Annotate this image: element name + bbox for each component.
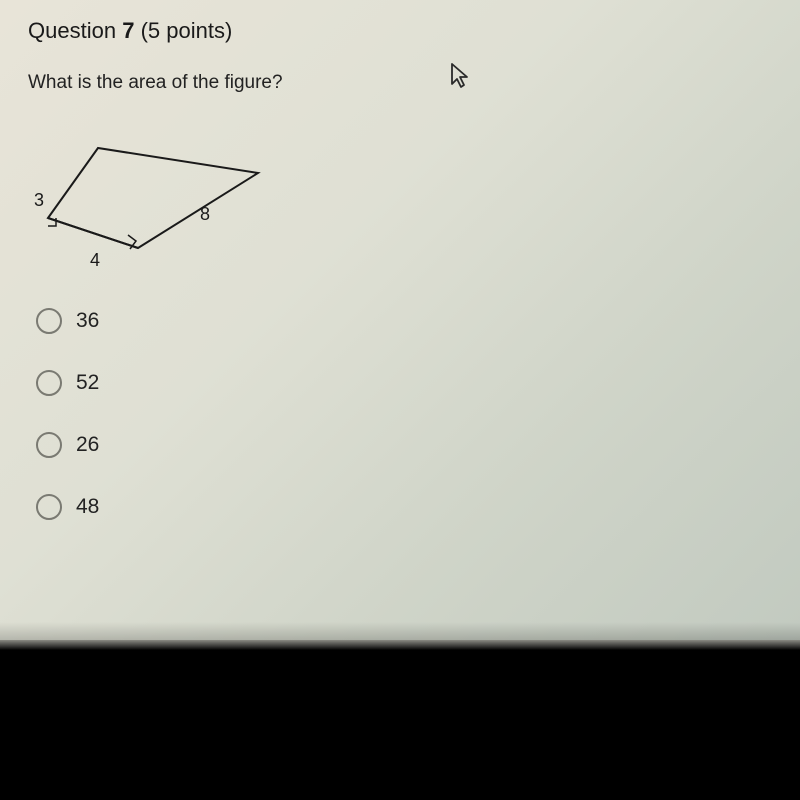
- option-label: 48: [76, 495, 99, 519]
- question-prompt: What is the area of the figure?: [28, 72, 772, 94]
- question-number: 7: [122, 18, 134, 43]
- triangle-diagram: 3 8 4: [28, 118, 278, 278]
- answer-options: 36 52 26 48: [28, 308, 772, 520]
- option-label: 52: [76, 371, 99, 395]
- bezel-glow: [0, 640, 800, 650]
- label-right: 8: [200, 204, 210, 224]
- radio-icon[interactable]: [36, 432, 62, 458]
- radio-icon[interactable]: [36, 370, 62, 396]
- figure: 3 8 4: [28, 118, 772, 278]
- radio-icon[interactable]: [36, 308, 62, 334]
- quiz-screen: Question 7 (5 points) What is the area o…: [0, 0, 800, 640]
- option-2[interactable]: 26: [36, 432, 772, 458]
- outer-triangle: [48, 148, 258, 248]
- question-label: Question: [28, 18, 116, 43]
- label-left: 3: [34, 190, 44, 210]
- inner-hypotenuse: [48, 218, 138, 248]
- option-3[interactable]: 48: [36, 494, 772, 520]
- radio-icon[interactable]: [36, 494, 62, 520]
- question-header: Question 7 (5 points): [28, 18, 772, 44]
- label-bottom: 4: [90, 250, 100, 270]
- question-points: (5 points): [141, 18, 233, 43]
- option-label: 36: [76, 309, 99, 333]
- option-label: 26: [76, 433, 99, 457]
- bottom-shadow: [0, 622, 800, 640]
- option-1[interactable]: 52: [36, 370, 772, 396]
- option-0[interactable]: 36: [36, 308, 772, 334]
